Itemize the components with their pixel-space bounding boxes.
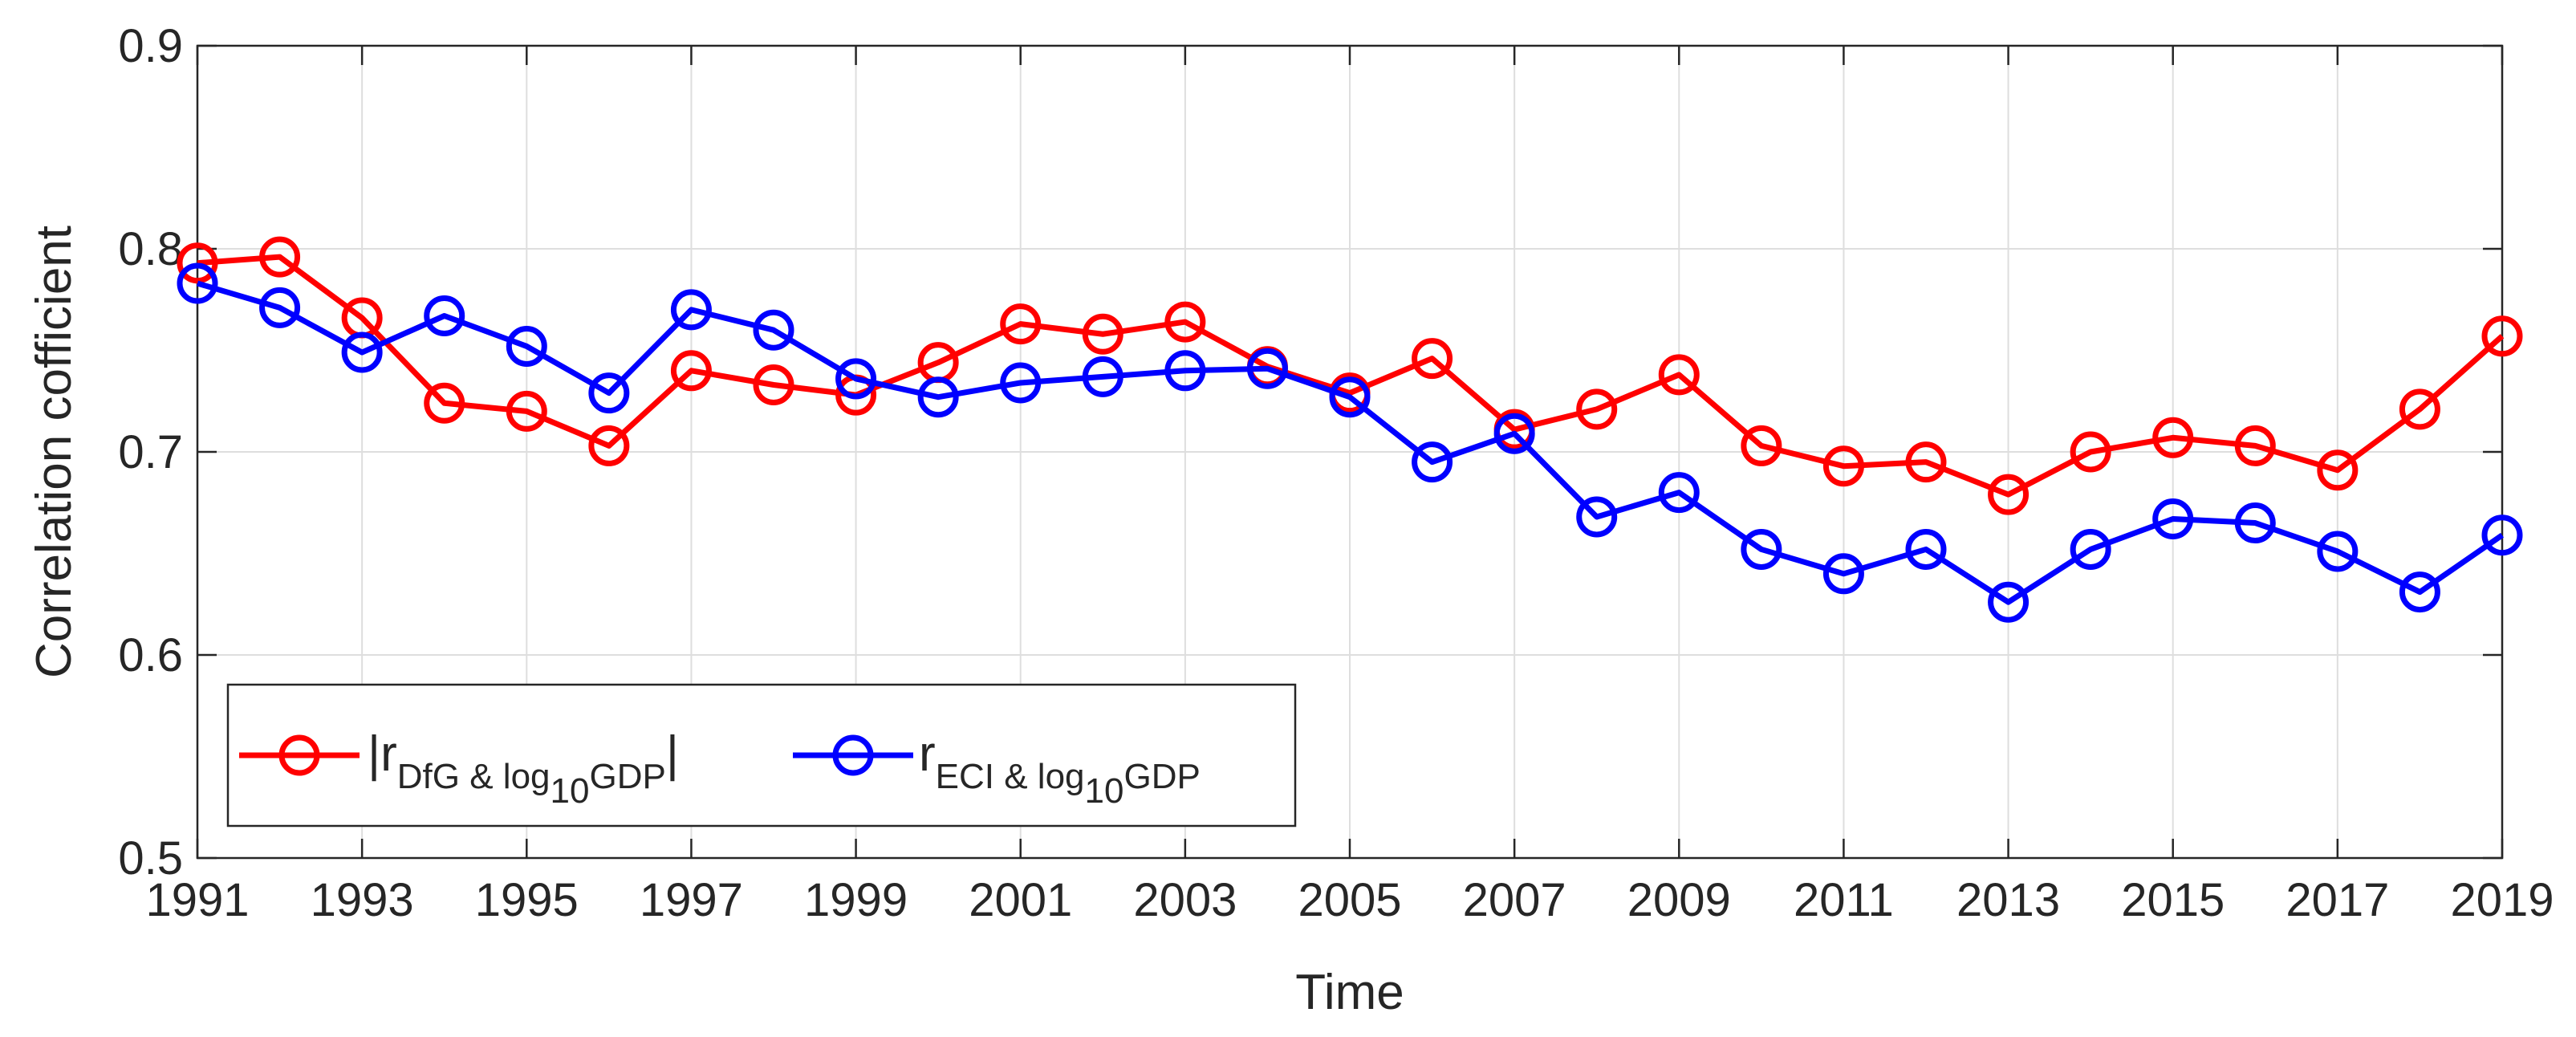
series-1-point (2070, 528, 2111, 570)
series-1-point (2317, 531, 2359, 572)
x-tick-label: 2015 (2121, 874, 2225, 926)
series-1-point (1493, 413, 1535, 454)
legend: |rDfG & log10GDP| rECI & log10GDP (226, 683, 1297, 828)
x-tick-label: 2009 (1627, 874, 1731, 926)
legend-label-eci: rECI & log10GDP (919, 726, 1201, 811)
x-tick-label: 2013 (1956, 874, 2060, 926)
legend-eci-pre: r (919, 726, 936, 782)
legend-dfg-sub2: 10 (551, 771, 590, 811)
series-1-point (1000, 362, 1042, 404)
series-1-point (588, 372, 630, 414)
y-tick-label: 0.5 (118, 832, 183, 885)
series-1-point (835, 358, 877, 400)
series-line-0 (197, 254, 2505, 498)
y-tick-label: 0.6 (118, 629, 183, 681)
x-tick-label: 2007 (1463, 874, 1566, 926)
series-0-point (2152, 417, 2194, 458)
series-0-point (2317, 449, 2359, 491)
legend-box (226, 683, 1297, 828)
series-0-point (2481, 315, 2523, 357)
legend-dfg-pre: |r (368, 726, 397, 782)
series-1-point (1576, 496, 1618, 538)
series-0-point (2070, 431, 2111, 473)
series-1-point (753, 309, 794, 351)
legend-dfg-post: | (666, 726, 679, 782)
series-1-point (1658, 472, 1700, 514)
series-0-point (1576, 388, 1618, 430)
series-1-point (2234, 502, 2276, 544)
series-1-point (2481, 514, 2523, 556)
series-0-point (424, 382, 465, 424)
series-1-point (1082, 356, 1123, 397)
legend-label-dfg: |rDfG & log10GDP| (368, 726, 679, 811)
series-1-point (1164, 350, 1206, 392)
series-1-point (917, 376, 959, 418)
legend-eci-sub2: 10 (1085, 771, 1124, 811)
y-tick-label: 0.9 (118, 20, 183, 72)
x-tick-label: 1991 (145, 874, 249, 926)
series-1-point (424, 295, 465, 336)
series-0-point (1164, 301, 1206, 343)
series-1-point (1905, 528, 1947, 570)
legend-dfg-mid: GDP (589, 757, 665, 796)
series-1-point (1329, 376, 1371, 418)
series-0-point (2399, 388, 2440, 430)
series-0-point (1412, 338, 1453, 380)
series-1-point (1988, 581, 2030, 623)
series-group (177, 236, 2523, 623)
series-1-point (670, 289, 712, 331)
x-tick-label: 2001 (969, 874, 1072, 926)
axis-ticks: 1991 1993 1995 1997 1999 2001 2003 2005 2007 2009… (118, 20, 2554, 926)
series-0-point (753, 364, 794, 406)
series-1-point (259, 287, 301, 328)
series-1-point (506, 325, 547, 367)
y-axis-label: Correlation cofficient (26, 226, 82, 678)
series-1-point (341, 331, 383, 373)
series-0-point (1658, 354, 1700, 396)
series-0-point (177, 242, 218, 284)
series-1-point (1741, 528, 1782, 570)
legend-swatch-marker-blue (832, 734, 874, 776)
series-0-point (670, 350, 712, 392)
y-tick-label: 0.7 (118, 426, 183, 478)
series-1-point (2399, 571, 2440, 613)
legend-eci-sub1: ECI & log (936, 757, 1085, 796)
series-0-point (588, 425, 630, 466)
legend-dfg-sub1: DfG & log (397, 757, 551, 796)
series-1-point (1246, 348, 1288, 389)
x-tick-label: 2003 (1133, 874, 1237, 926)
x-tick-label: 2011 (1794, 874, 1894, 926)
x-tick-label: 2005 (1298, 874, 1401, 926)
series-0-point (1905, 441, 1947, 483)
series-0-point (2234, 425, 2276, 466)
legend-eci-mid: GDP (1123, 757, 1200, 796)
x-tick-label: 1993 (311, 874, 414, 926)
x-tick-label: 1997 (640, 874, 743, 926)
legend-swatch-marker-red (278, 734, 320, 776)
series-0-point (1000, 303, 1042, 345)
series-1-point (1412, 441, 1453, 483)
series-0-point (1822, 445, 1864, 487)
y-tick-label: 0.8 (118, 223, 183, 275)
x-tick-label: 1999 (804, 874, 908, 926)
series-0-point (259, 236, 301, 278)
series-0-point (1082, 313, 1123, 355)
series-0-point (506, 390, 547, 432)
series-line-1 (197, 280, 2504, 605)
x-tick-label: 2019 (2450, 874, 2554, 926)
x-tick-label: 1995 (475, 874, 579, 926)
x-axis-label: Time (1295, 965, 1404, 1020)
series-0-point (1741, 425, 1782, 466)
series-0-point (1988, 474, 2030, 515)
x-tick-label: 2017 (2285, 874, 2389, 926)
series-1-point (177, 262, 218, 304)
series-1-point (2152, 498, 2194, 539)
series-1-point (1822, 553, 1864, 595)
